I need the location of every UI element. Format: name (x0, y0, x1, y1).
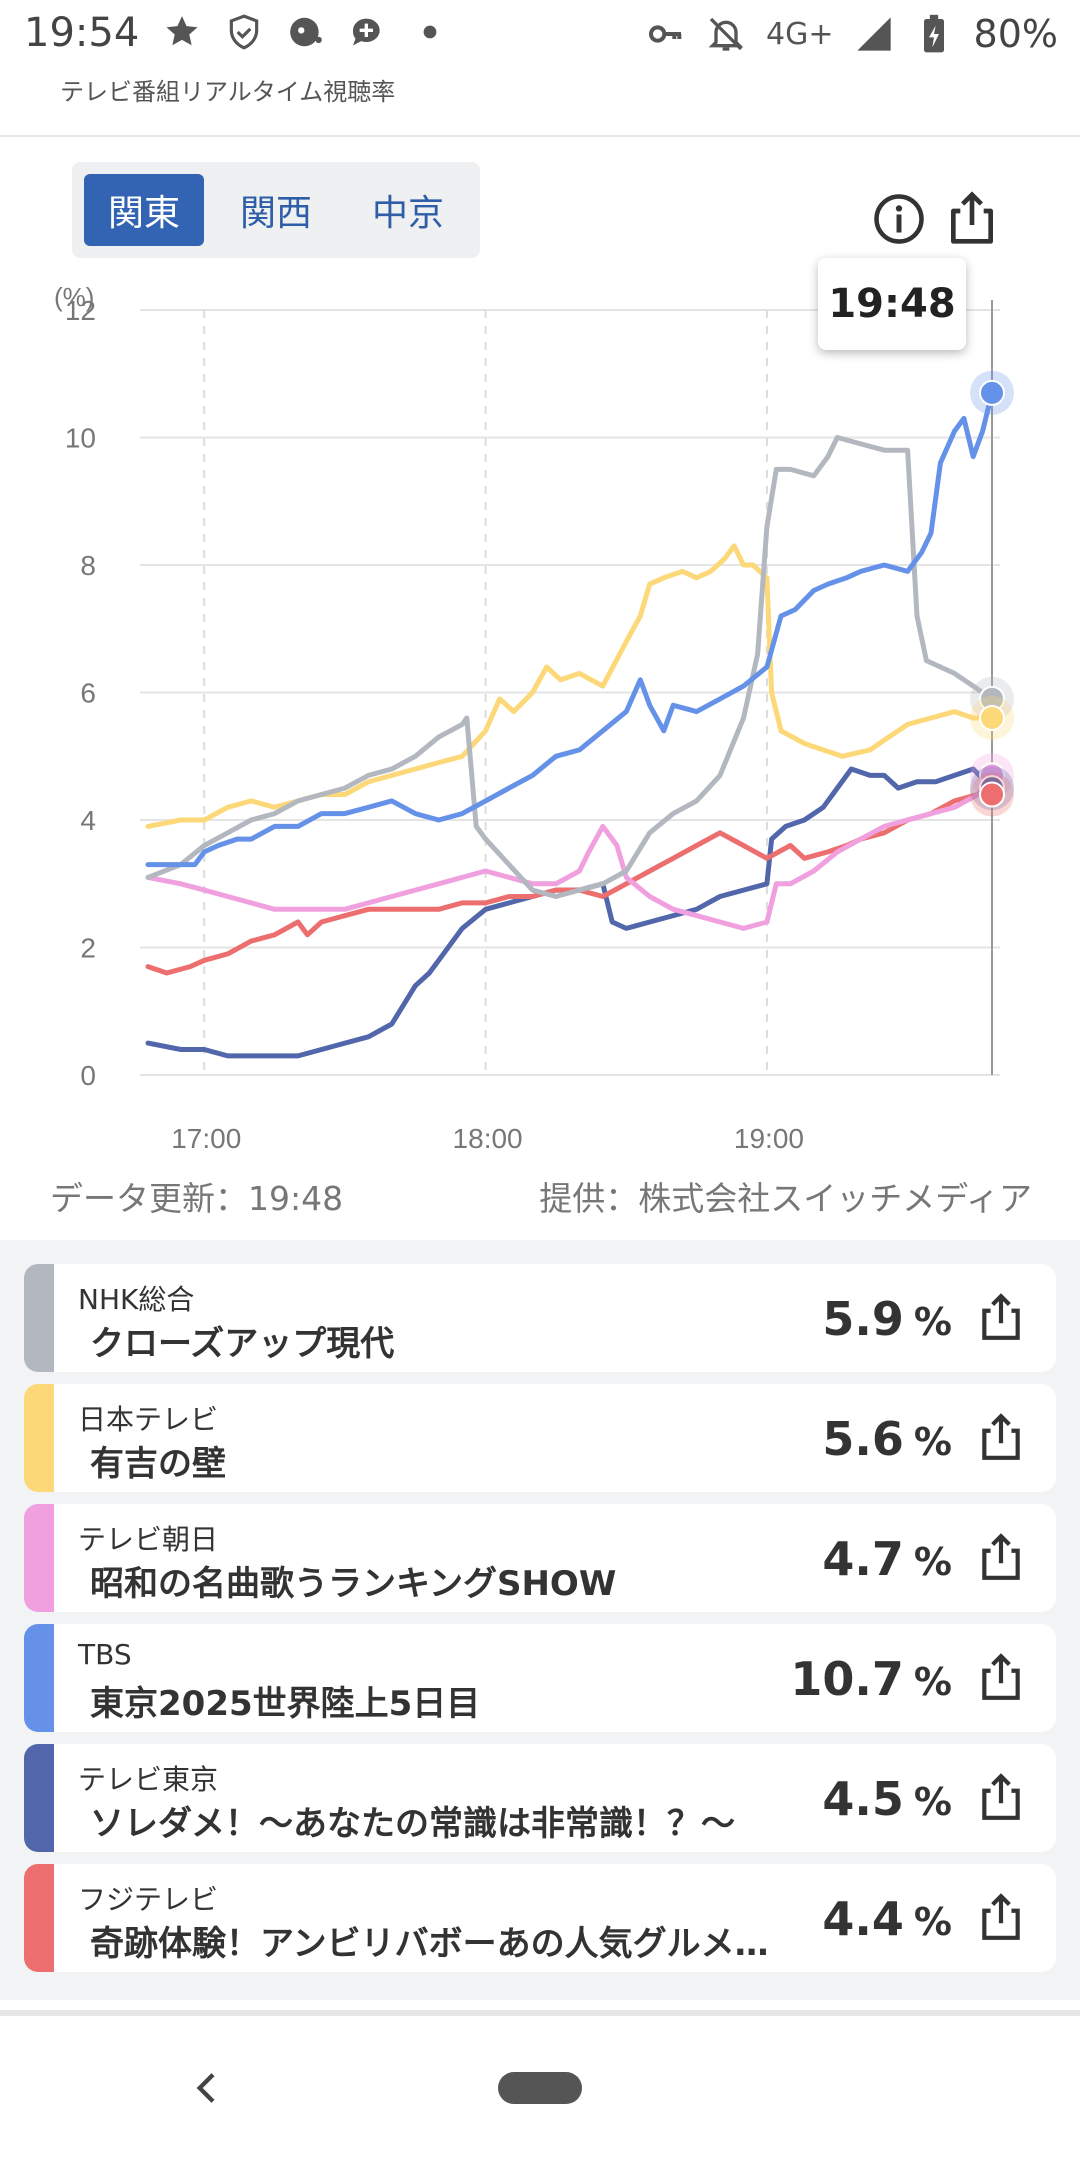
series-line-tbs (145, 390, 995, 868)
y-axis-unit: (%) (54, 282, 94, 312)
cursor-time-tooltip: 19:48 (818, 258, 966, 350)
y-tick-label: 0 (80, 1060, 96, 1091)
home-pill-icon[interactable] (498, 2072, 582, 2104)
end-dot-tbs (979, 379, 1005, 406)
shield-icon (224, 12, 264, 52)
rating-value: 4.4% (822, 1892, 952, 1946)
rating-value: 4.7% (822, 1532, 952, 1586)
channel-color-bar (24, 1264, 54, 1372)
channel-color-bar (24, 1744, 54, 1852)
tab-chukyo[interactable]: 中京 (371, 193, 444, 234)
y-tick-label: 8 (80, 550, 96, 581)
nav-divider (0, 2010, 1080, 2016)
x-tick-label: 19:00 (734, 1123, 804, 1154)
header-divider (0, 135, 1080, 137)
share-icon[interactable] (976, 1532, 1026, 1582)
channel-color-bar (24, 1624, 54, 1732)
status-bar: 19:54 4G+ 80% (0, 0, 1080, 70)
network-type: 4G+ (766, 16, 834, 52)
series-line-ntv (145, 543, 995, 829)
status-time: 19:54 (24, 10, 140, 56)
app-title: テレビ番組リアルタイム視聴率 (60, 78, 396, 106)
list-item[interactable]: TBS 東京2025世界陸上5日目 10.7% (24, 1624, 1056, 1732)
channel-color-bar (24, 1864, 54, 1972)
share-icon[interactable] (976, 1652, 1026, 1702)
channel-name: NHK総合 (78, 1283, 195, 1316)
end-dot-fuji (979, 781, 1005, 808)
share-icon[interactable] (976, 1772, 1026, 1822)
program-title: クローズアップ現代 (90, 1324, 395, 1364)
share-icon[interactable] (976, 1412, 1026, 1462)
y-tick-label: 2 (80, 933, 96, 964)
list-item[interactable]: テレビ東京 ソレダメ！～あなたの常識は非常識！？～ 4.5% (24, 1744, 1056, 1852)
data-updated-text: データ更新：19:48 (50, 1179, 344, 1218)
rating-value: 4.5% (822, 1772, 952, 1826)
back-chevron-icon[interactable] (188, 2068, 228, 2108)
channel-name: TBS (78, 1638, 132, 1671)
region-tabs: 関東 関西 中京 (72, 162, 480, 258)
channel-color-bar (24, 1384, 54, 1492)
info-icon[interactable] (872, 192, 926, 246)
y-tick-label: 4 (80, 805, 96, 836)
chat-plus-icon (348, 12, 388, 52)
share-icon[interactable] (976, 1892, 1026, 1942)
list-item[interactable]: 日本テレビ 有吉の壁 5.6% (24, 1384, 1056, 1492)
channel-list: NHK総合 クローズアップ現代 5.9% 日本テレビ 有吉の壁 5.6% テレビ… (0, 1240, 1080, 2000)
list-item[interactable]: フジテレビ 奇跡体験！アンビリバボーあの人気グルメ… 4.4% (24, 1864, 1056, 1972)
rating-chart[interactable]: 12 10 8 6 4 2 0 17:00 18:00 19:00 (%) (0, 270, 1080, 1160)
bell-off-icon (706, 14, 746, 54)
program-title: 昭和の名曲歌うランキングSHOW (90, 1564, 617, 1604)
dot-icon (410, 12, 450, 52)
battery-icon (914, 14, 954, 54)
share-icon[interactable] (976, 1292, 1026, 1342)
vpn-face-icon (286, 12, 326, 52)
x-tick-label: 17:00 (171, 1123, 241, 1154)
x-tick-label: 18:00 (453, 1123, 523, 1154)
series-line-tx (145, 766, 995, 1059)
channel-name: フジテレビ (78, 1883, 219, 1916)
rating-value: 10.7% (790, 1652, 952, 1706)
program-title: 東京2025世界陸上5日目 (90, 1684, 481, 1724)
tab-kansai[interactable]: 関西 (239, 193, 312, 234)
channel-color-bar (24, 1504, 54, 1612)
share-icon[interactable] (944, 190, 1000, 246)
channel-name: 日本テレビ (78, 1403, 219, 1436)
y-tick-label: 6 (80, 678, 96, 709)
y-tick-label: 10 (65, 423, 96, 454)
channel-name: テレビ朝日 (78, 1523, 219, 1556)
series-line-fuji (145, 792, 995, 976)
rating-value: 5.6% (822, 1412, 952, 1466)
battery-level: 80% (973, 12, 1058, 56)
data-provider-text: 提供：株式会社スイッチメディア (539, 1179, 1032, 1218)
program-title: 有吉の壁 (90, 1444, 226, 1484)
rating-value: 5.9% (822, 1292, 952, 1346)
list-item[interactable]: テレビ朝日 昭和の名曲歌うランキングSHOW 4.7% (24, 1504, 1056, 1612)
program-title: ソレダメ！～あなたの常識は非常識！？～ (90, 1804, 735, 1844)
series-line-nhk (145, 435, 995, 899)
channel-name: テレビ東京 (78, 1763, 219, 1796)
series-line-asahi (145, 772, 995, 931)
key-icon (646, 14, 686, 54)
end-dot-ntv (979, 705, 1005, 731)
star-icon (162, 12, 202, 52)
program-title: 奇跡体験！アンビリバボーあの人気グルメ… (90, 1924, 769, 1964)
tab-kanto[interactable]: 関東 (84, 174, 204, 246)
y-tick-label: 12 (65, 295, 96, 326)
signal-icon (854, 14, 894, 54)
list-item[interactable]: NHK総合 クローズアップ現代 5.9% (24, 1264, 1056, 1372)
